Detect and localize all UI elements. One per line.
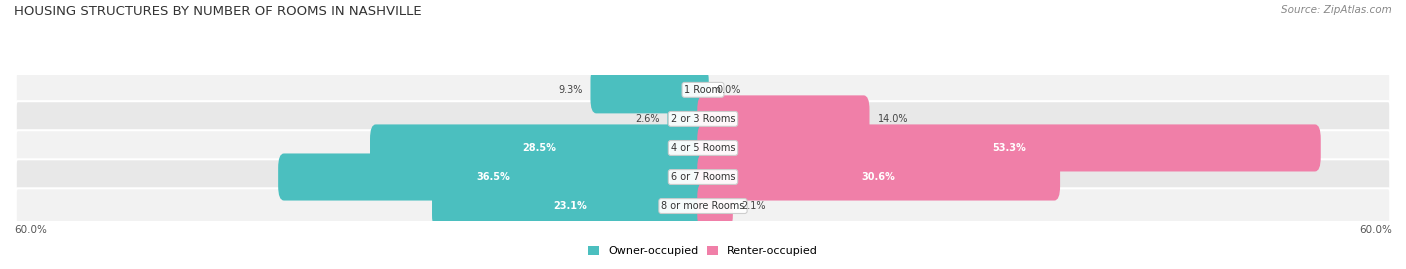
Text: Source: ZipAtlas.com: Source: ZipAtlas.com xyxy=(1281,5,1392,15)
Text: 36.5%: 36.5% xyxy=(477,172,510,182)
Text: 9.3%: 9.3% xyxy=(558,85,582,95)
Text: 28.5%: 28.5% xyxy=(523,143,557,153)
Text: 1 Room: 1 Room xyxy=(685,85,721,95)
Text: 2.6%: 2.6% xyxy=(636,114,659,124)
FancyBboxPatch shape xyxy=(278,154,709,200)
Text: 60.0%: 60.0% xyxy=(1360,225,1392,235)
FancyBboxPatch shape xyxy=(15,159,1391,195)
FancyBboxPatch shape xyxy=(432,183,709,229)
Text: 30.6%: 30.6% xyxy=(862,172,896,182)
FancyBboxPatch shape xyxy=(697,125,1320,171)
FancyBboxPatch shape xyxy=(15,101,1391,137)
Legend: Owner-occupied, Renter-occupied: Owner-occupied, Renter-occupied xyxy=(583,241,823,261)
Text: 6 or 7 Rooms: 6 or 7 Rooms xyxy=(671,172,735,182)
Text: 0.0%: 0.0% xyxy=(717,85,741,95)
Text: 2 or 3 Rooms: 2 or 3 Rooms xyxy=(671,114,735,124)
Text: 23.1%: 23.1% xyxy=(554,201,588,211)
Text: 8 or more Rooms: 8 or more Rooms xyxy=(661,201,745,211)
FancyBboxPatch shape xyxy=(370,125,709,171)
FancyBboxPatch shape xyxy=(668,95,709,142)
FancyBboxPatch shape xyxy=(15,72,1391,108)
FancyBboxPatch shape xyxy=(15,130,1391,166)
Text: 60.0%: 60.0% xyxy=(14,225,46,235)
FancyBboxPatch shape xyxy=(697,183,733,229)
Text: 53.3%: 53.3% xyxy=(993,143,1026,153)
Text: 2.1%: 2.1% xyxy=(741,201,765,211)
Text: HOUSING STRUCTURES BY NUMBER OF ROOMS IN NASHVILLE: HOUSING STRUCTURES BY NUMBER OF ROOMS IN… xyxy=(14,5,422,18)
FancyBboxPatch shape xyxy=(697,95,869,142)
FancyBboxPatch shape xyxy=(697,154,1060,200)
Text: 4 or 5 Rooms: 4 or 5 Rooms xyxy=(671,143,735,153)
FancyBboxPatch shape xyxy=(15,188,1391,224)
FancyBboxPatch shape xyxy=(591,66,709,113)
Text: 14.0%: 14.0% xyxy=(877,114,908,124)
